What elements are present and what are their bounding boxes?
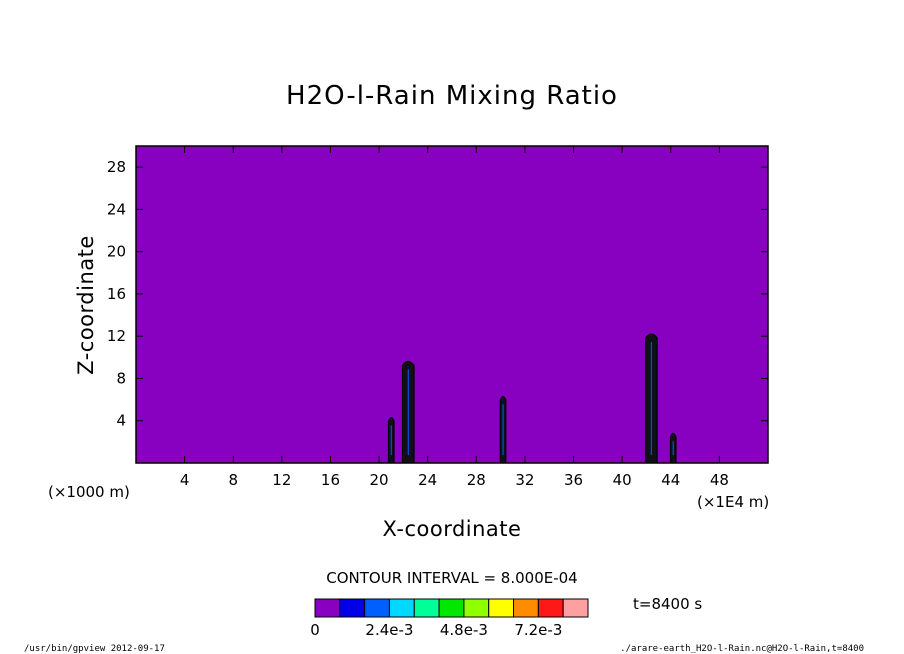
x-axis-label: X-coordinate	[383, 517, 522, 541]
y-tick-label: 4	[116, 412, 126, 430]
footer-left: /usr/bin/gpview 2012-09-17	[24, 644, 165, 654]
x-tick-label: 12	[272, 471, 291, 489]
y-tick-label: 16	[107, 285, 126, 303]
x-tick-label: 32	[515, 471, 534, 489]
colorbar-swatch	[513, 598, 539, 618]
x-tick-label: 20	[370, 471, 389, 489]
x-tick-label: 16	[321, 471, 340, 489]
contour-interval: CONTOUR INTERVAL = 8.000E-04	[326, 569, 577, 587]
colorbar-swatch	[413, 598, 440, 618]
x-tick-label: 40	[613, 471, 632, 489]
y-tick-label: 28	[107, 158, 126, 176]
x-tick-label: 36	[564, 471, 583, 489]
time-label: t=8400 s	[633, 595, 702, 613]
x-unit-left: (×1000 m)	[48, 483, 130, 501]
colorbar-swatch	[364, 598, 390, 618]
x-unit-right: (×1E4 m)	[697, 493, 769, 511]
x-ticks: 4 8 12 16 20 24 28 32 36 40 44 48	[180, 146, 729, 489]
x-tick-label: 28	[467, 471, 486, 489]
y-tick-label: 12	[107, 327, 126, 345]
x-tick-label: 48	[710, 471, 729, 489]
colorbar-swatch	[562, 598, 589, 618]
rain-features	[387, 333, 677, 464]
colorbar-swatch	[537, 598, 564, 618]
colorbar-swatch	[488, 598, 515, 618]
y-axis-label: Z-coordinate	[74, 235, 98, 375]
y-ticks: 4 8 12 16 20 24 28	[107, 158, 768, 430]
colorbar-label: 4.8e-3	[440, 621, 488, 639]
colorbar-label: 7.2e-3	[514, 621, 562, 639]
colorbar-label: 0	[310, 621, 320, 639]
plot-area	[135, 145, 769, 464]
y-tick-label: 20	[107, 243, 126, 261]
colorbar-swatch	[339, 598, 366, 618]
footer-right: ./arare-earth_H2O-l-Rain.nc@H2O-l-Rain,t…	[620, 644, 864, 654]
x-tick-label: 44	[661, 471, 680, 489]
x-tick-label: 24	[418, 471, 437, 489]
chart-title: H2O-l-Rain Mixing Ratio	[286, 81, 618, 111]
colorbar-swatch	[463, 598, 490, 618]
colorbar-swatch	[388, 598, 415, 618]
y-tick-label: 24	[107, 200, 126, 218]
y-tick-label: 8	[116, 369, 126, 387]
colorbar-swatch	[438, 598, 465, 618]
colorbar-swatch	[314, 598, 341, 618]
colorbar: 0 2.4e-3 4.8e-3 7.2e-3	[310, 598, 589, 639]
colorbar-label: 2.4e-3	[365, 621, 413, 639]
x-tick-label: 8	[228, 471, 238, 489]
x-tick-label: 4	[180, 471, 190, 489]
